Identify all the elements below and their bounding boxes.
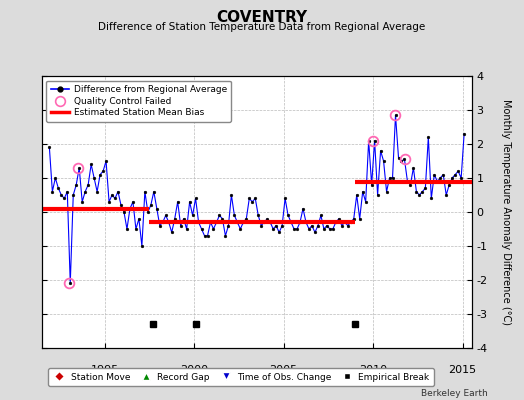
Text: Berkeley Earth: Berkeley Earth	[421, 389, 487, 398]
Text: 2010: 2010	[359, 365, 387, 375]
Text: 2015: 2015	[449, 365, 477, 375]
Text: COVENTRY: COVENTRY	[216, 10, 308, 25]
Text: 2000: 2000	[180, 365, 208, 375]
Text: 2005: 2005	[269, 365, 298, 375]
Y-axis label: Monthly Temperature Anomaly Difference (°C): Monthly Temperature Anomaly Difference (…	[501, 99, 511, 325]
Text: Difference of Station Temperature Data from Regional Average: Difference of Station Temperature Data f…	[99, 22, 425, 32]
Legend: Station Move, Record Gap, Time of Obs. Change, Empirical Break: Station Move, Record Gap, Time of Obs. C…	[48, 368, 434, 386]
Legend: Difference from Regional Average, Quality Control Failed, Estimated Station Mean: Difference from Regional Average, Qualit…	[47, 80, 231, 122]
Text: 1995: 1995	[91, 365, 119, 375]
